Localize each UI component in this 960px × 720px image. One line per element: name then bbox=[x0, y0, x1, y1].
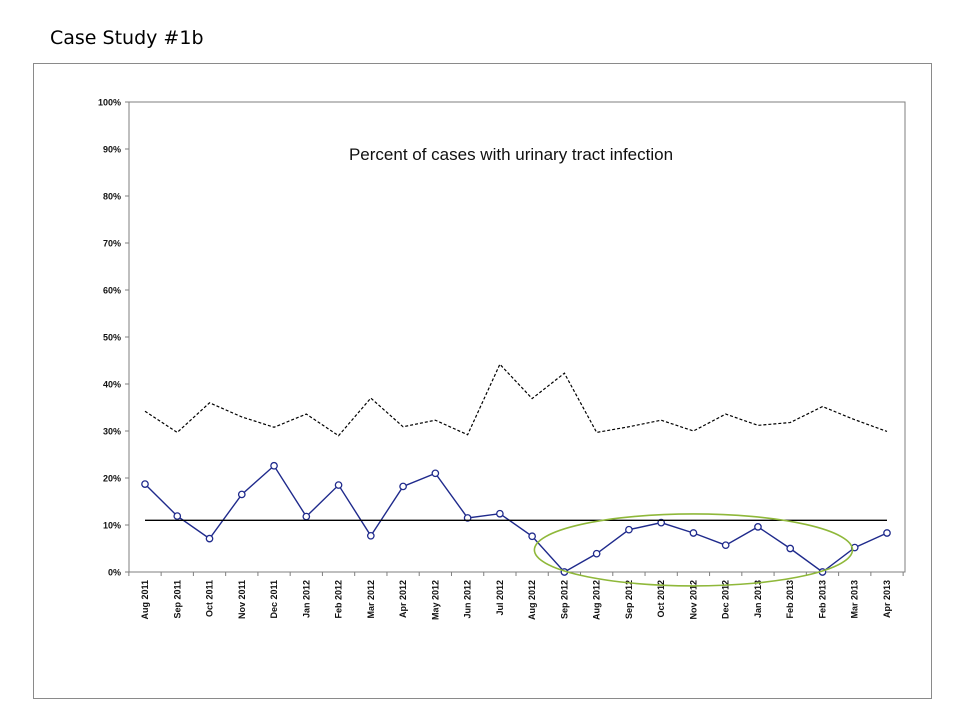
x-tick-label: Feb 2012 bbox=[334, 580, 344, 619]
y-tick-label: 100% bbox=[98, 98, 121, 108]
data-point bbox=[302, 512, 311, 521]
x-tick-label: Jan 2012 bbox=[301, 580, 311, 618]
data-point bbox=[205, 534, 214, 543]
chart-title: Percent of cases with urinary tract infe… bbox=[349, 145, 673, 164]
x-tick-label: Mar 2012 bbox=[366, 580, 376, 619]
x-tick-label: Aug 2012 bbox=[592, 580, 602, 620]
data-point bbox=[528, 532, 536, 541]
y-tick-label: 70% bbox=[103, 239, 121, 249]
control-chart: 0% 10% 20% 30% 40% 50% 60% 70% 80% 90% 100% Aug 201… bbox=[98, 98, 906, 620]
data-point bbox=[237, 490, 246, 499]
data-point bbox=[173, 512, 182, 520]
data-point bbox=[625, 525, 633, 534]
chart-frame: 0% 10% 20% 30% 40% 50% 60% 70% 80% 90% 100% Aug 201… bbox=[33, 63, 932, 699]
data-point bbox=[496, 509, 504, 518]
data-point bbox=[334, 481, 343, 489]
x-tick-label: Sep 2012 bbox=[624, 580, 634, 619]
x-tick-label: Sep 2012 bbox=[559, 580, 569, 619]
x-tick-label: Dec 2012 bbox=[721, 580, 731, 619]
x-tick-label: Sep 2011 bbox=[172, 580, 182, 619]
data-point bbox=[689, 529, 698, 537]
x-tick-label: Aug 2011 bbox=[140, 580, 150, 620]
data-series-line bbox=[144, 464, 888, 573]
x-tick-label: Aug 2012 bbox=[527, 580, 537, 620]
data-point bbox=[754, 523, 762, 531]
x-tick-label: Jan 2013 bbox=[753, 580, 763, 618]
x-tick-label: Dec 2011 bbox=[269, 580, 279, 619]
x-tick-label: Feb 2013 bbox=[817, 580, 827, 619]
slide-title: Case Study #1b bbox=[50, 27, 204, 49]
data-point bbox=[431, 469, 440, 478]
data-point bbox=[721, 541, 730, 550]
data-point bbox=[657, 518, 666, 527]
y-tick-label: 60% bbox=[103, 286, 121, 296]
x-tick-label: Jul 2012 bbox=[495, 580, 505, 616]
x-tick-label: Oct 2011 bbox=[205, 580, 215, 617]
y-tick-label: 10% bbox=[103, 521, 121, 531]
x-tick-label: Feb 2013 bbox=[785, 580, 795, 619]
y-tick-label: 30% bbox=[103, 427, 121, 437]
y-tick-label: 50% bbox=[103, 333, 121, 343]
x-tick-label: Nov 2011 bbox=[237, 580, 247, 619]
data-point bbox=[399, 482, 407, 491]
x-tick-label: Mar 2013 bbox=[850, 580, 860, 619]
y-tick-label: 20% bbox=[103, 474, 121, 484]
y-tick-label: 90% bbox=[103, 145, 121, 155]
y-tick-label: 0% bbox=[108, 568, 121, 578]
data-point bbox=[883, 529, 891, 537]
x-tick-label: May 2012 bbox=[430, 580, 440, 620]
data-point bbox=[463, 514, 472, 522]
data-point bbox=[141, 480, 149, 488]
x-tick-label: Apr 2012 bbox=[398, 580, 408, 618]
x-tick-label: Jun 2012 bbox=[463, 580, 473, 619]
plot-area bbox=[128, 101, 906, 573]
highlight-ellipse bbox=[533, 513, 854, 587]
data-point bbox=[786, 544, 795, 553]
y-tick-label: 80% bbox=[103, 192, 121, 202]
data-point bbox=[592, 549, 601, 558]
upper-control-limit-line bbox=[144, 363, 888, 437]
y-tick-label: 40% bbox=[103, 380, 121, 390]
data-point bbox=[270, 461, 278, 470]
x-tick-label: Nov 2012 bbox=[688, 580, 698, 620]
data-point bbox=[366, 531, 375, 540]
x-tick-label: Apr 2013 bbox=[882, 580, 892, 618]
x-tick-label: Oct 2012 bbox=[656, 580, 666, 618]
